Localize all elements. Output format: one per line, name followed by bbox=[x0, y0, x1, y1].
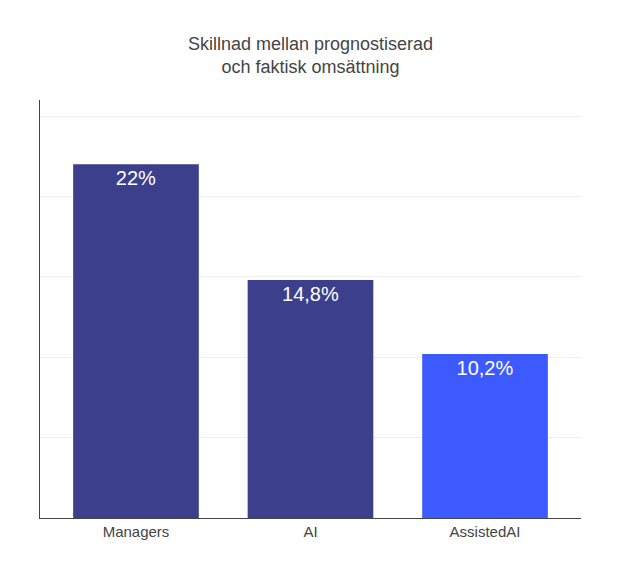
svg-text:AssistedAI: AssistedAI bbox=[450, 523, 521, 540]
svg-text:Skillnad mellan prognostiserad: Skillnad mellan prognostiseradoch faktis… bbox=[188, 34, 433, 77]
svg-text:10,2%: 10,2% bbox=[457, 357, 514, 379]
svg-text:22%: 22% bbox=[116, 167, 156, 189]
svg-text:Managers: Managers bbox=[103, 523, 170, 540]
svg-text:AI: AI bbox=[303, 523, 317, 540]
svg-text:14,8%: 14,8% bbox=[282, 283, 339, 305]
